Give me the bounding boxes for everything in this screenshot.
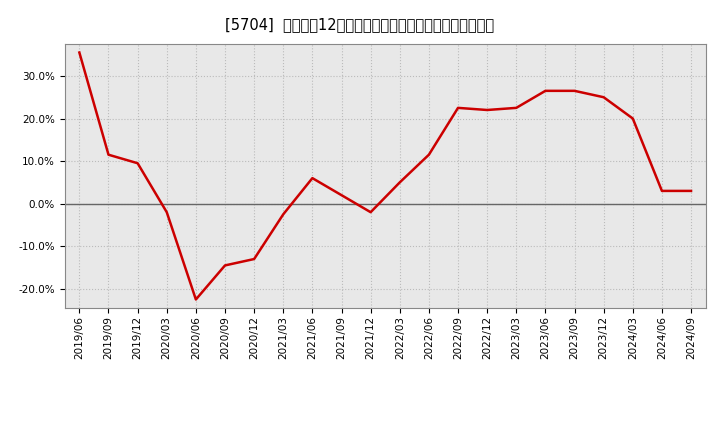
Text: [5704]  売上高の12か月移動合計の対前年同期増減率の推移: [5704] 売上高の12か月移動合計の対前年同期増減率の推移 <box>225 18 495 33</box>
